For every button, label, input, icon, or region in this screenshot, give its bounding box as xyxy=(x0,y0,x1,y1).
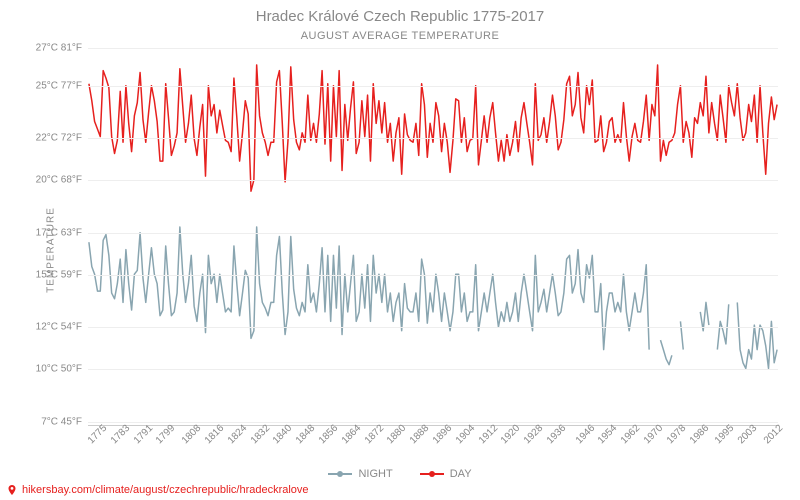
y-tick-label: 12°C 54°F xyxy=(36,322,88,333)
y-tick-label: 17°C 63°F xyxy=(36,227,88,238)
grid-line xyxy=(88,86,778,87)
legend-marker-night xyxy=(328,473,352,475)
grid-line xyxy=(88,275,778,276)
chart-title: Hradec Králové Czech Republic 1775-2017 xyxy=(0,8,800,25)
legend-label-day: DAY xyxy=(450,468,472,480)
series-line xyxy=(89,227,649,350)
y-tick-label: 10°C 50°F xyxy=(36,364,88,375)
grid-line xyxy=(88,327,778,328)
series-line xyxy=(680,321,683,349)
legend-item-night: NIGHT xyxy=(328,468,392,480)
chart-subtitle: AUGUST AVERAGE TEMPERATURE xyxy=(0,30,800,42)
pin-icon xyxy=(6,484,18,496)
series-line xyxy=(660,340,671,365)
grid-line xyxy=(88,138,778,139)
y-tick-label: 27°C 81°F xyxy=(36,43,88,54)
y-tick-label: 15°C 59°F xyxy=(36,269,88,280)
y-tick-label: 22°C 72°F xyxy=(36,133,88,144)
y-tick-label: 25°C 77°F xyxy=(36,80,88,91)
series-line xyxy=(737,302,777,368)
y-tick-label: 20°C 68°F xyxy=(36,175,88,186)
legend-item-day: DAY xyxy=(420,468,472,480)
series-line xyxy=(89,65,777,191)
legend-label-night: NIGHT xyxy=(358,468,392,480)
plot-area: 27°C 81°F25°C 77°F22°C 72°F20°C 68°F17°C… xyxy=(88,48,778,426)
grid-line xyxy=(88,48,778,49)
attribution: hikersbay.com/climate/august/czechrepubl… xyxy=(6,484,309,496)
chart-container: Hradec Králové Czech Republic 1775-2017 … xyxy=(0,0,800,500)
attribution-text: hikersbay.com/climate/august/czechrepubl… xyxy=(22,484,309,496)
grid-line xyxy=(88,369,778,370)
legend: NIGHT DAY xyxy=(0,466,800,480)
y-tick-label: 7°C 45°F xyxy=(41,416,88,427)
grid-line xyxy=(88,233,778,234)
legend-marker-day xyxy=(420,473,444,475)
grid-line xyxy=(88,180,778,181)
